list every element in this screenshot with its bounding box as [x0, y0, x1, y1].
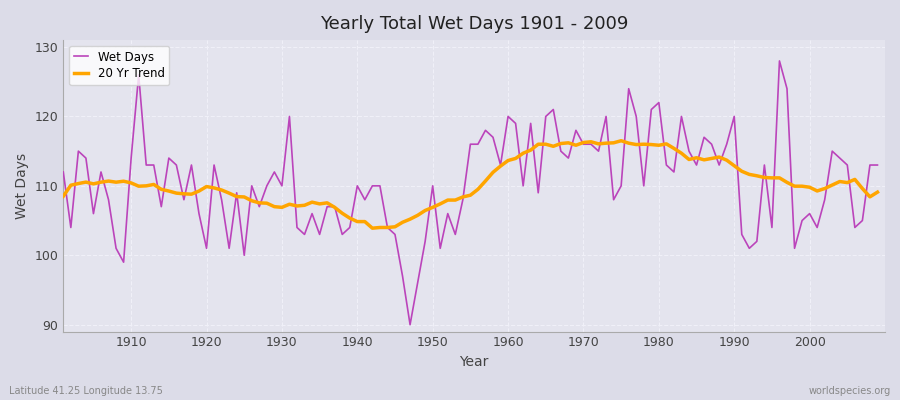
- Legend: Wet Days, 20 Yr Trend: Wet Days, 20 Yr Trend: [69, 46, 169, 85]
- 20 Yr Trend: [600, 141, 611, 146]
- Wet Days: [600, 114, 611, 119]
- Wet Days: [284, 114, 295, 119]
- Wet Days: [774, 58, 785, 63]
- Wet Days: [118, 260, 129, 264]
- 20 Yr Trend: [503, 158, 514, 163]
- Title: Yearly Total Wet Days 1901 - 2009: Yearly Total Wet Days 1901 - 2009: [320, 15, 628, 33]
- 20 Yr Trend: [367, 226, 378, 230]
- 20 Yr Trend: [58, 194, 68, 199]
- Wet Days: [405, 322, 416, 327]
- 20 Yr Trend: [329, 205, 340, 210]
- Wet Days: [872, 163, 883, 168]
- 20 Yr Trend: [872, 190, 883, 194]
- Line: Wet Days: Wet Days: [63, 61, 878, 325]
- Y-axis label: Wet Days: Wet Days: [15, 153, 29, 219]
- Wet Days: [510, 121, 521, 126]
- Wet Days: [503, 114, 514, 119]
- 20 Yr Trend: [284, 202, 295, 207]
- Text: Latitude 41.25 Longitude 13.75: Latitude 41.25 Longitude 13.75: [9, 386, 163, 396]
- Text: worldspecies.org: worldspecies.org: [809, 386, 891, 396]
- 20 Yr Trend: [118, 179, 129, 184]
- Line: 20 Yr Trend: 20 Yr Trend: [63, 141, 878, 228]
- 20 Yr Trend: [510, 156, 521, 161]
- Wet Days: [329, 204, 340, 209]
- 20 Yr Trend: [616, 138, 626, 143]
- Wet Days: [58, 170, 68, 174]
- X-axis label: Year: Year: [460, 355, 489, 369]
